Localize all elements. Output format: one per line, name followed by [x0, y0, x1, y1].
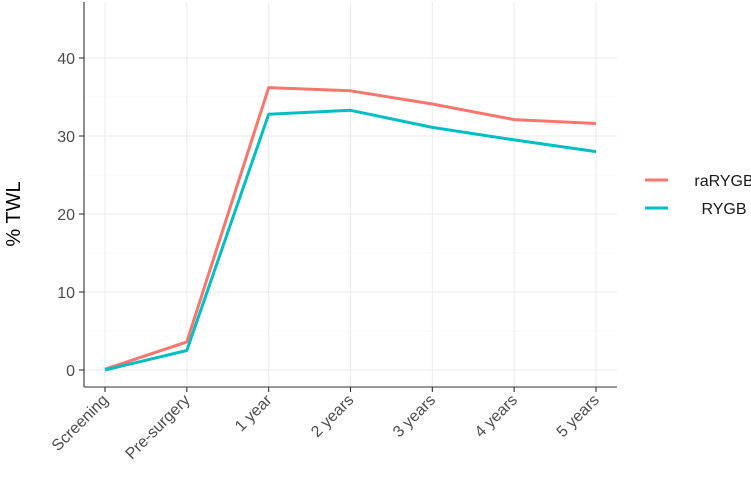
y-tick-label: 20	[57, 207, 75, 224]
y-axis-title: % TWL	[3, 181, 25, 246]
x-tick-label: 1 year	[232, 391, 276, 435]
y-tick-label: 30	[57, 129, 75, 146]
y-tick-label: 40	[57, 51, 75, 68]
x-tick-labels: Screening Pre-surgery 1 year 2 years 3 years…	[49, 391, 603, 463]
x-tick-label: 3 years	[390, 392, 439, 441]
y-tick-label: 0	[66, 363, 75, 380]
legend: raRYGB RYGB	[645, 173, 751, 218]
series-line-raRYGB	[104, 86, 597, 371]
legend-item: RYGB	[645, 201, 747, 218]
legend-label: RYGB	[701, 201, 746, 218]
x-tick-label: 5 years	[554, 392, 603, 441]
x-tick-label: 4 years	[472, 392, 521, 441]
legend-label: raRYGB	[694, 173, 751, 190]
x-tick-label: 2 years	[308, 392, 357, 441]
grid	[84, 2, 617, 387]
axes	[79, 2, 617, 392]
y-tick-label: 10	[57, 285, 75, 302]
y-tick-labels: 0 10 20 30 40	[57, 51, 75, 380]
x-tick-label: Pre-surgery	[123, 392, 194, 463]
legend-item: raRYGB	[645, 173, 751, 190]
x-tick-label: Screening	[49, 392, 112, 455]
series-lines	[104, 86, 597, 372]
series-line-RYGB	[104, 108, 597, 372]
